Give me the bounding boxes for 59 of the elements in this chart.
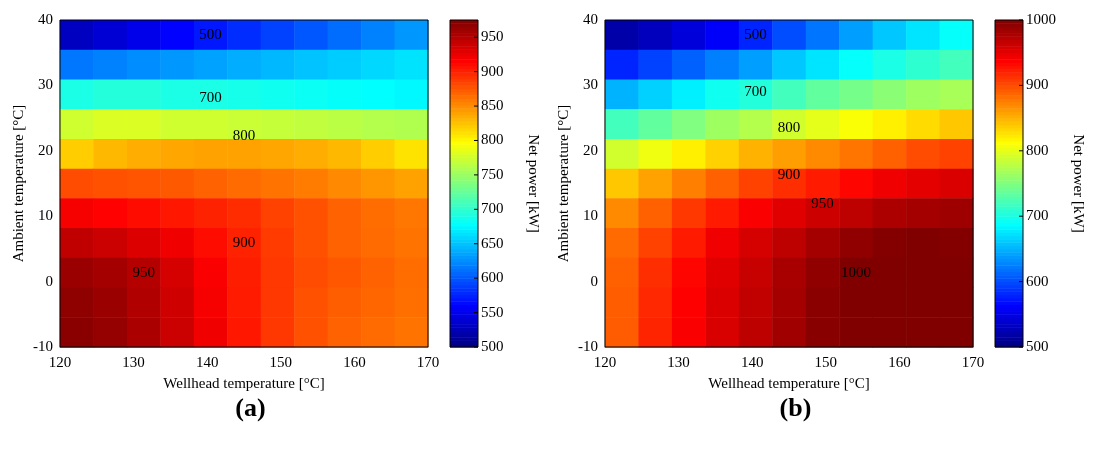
x-tick-label: 150 — [814, 353, 838, 370]
color-bar-label: 800 — [1026, 141, 1049, 158]
annotation: 900 — [232, 233, 256, 250]
color-bar-label: 500 — [481, 337, 504, 354]
y-tick-label: 30 — [583, 76, 598, 93]
x-tick-label: 120 — [593, 353, 617, 370]
annotation: 800 — [777, 119, 801, 136]
color-bar-title: Net power [kW] — [526, 134, 543, 233]
color-bar-label: 850 — [481, 96, 504, 113]
color-bar-label: 700 — [481, 200, 504, 217]
x-tick-label: 160 — [343, 353, 366, 370]
color-bar-label: 900 — [1026, 76, 1049, 93]
x-tick-label: 160 — [888, 353, 911, 370]
color-bar-label: 900 — [481, 62, 504, 79]
y-tick-label: 20 — [583, 141, 598, 158]
y-tick-label: 30 — [38, 76, 53, 93]
annotation: 500 — [744, 25, 767, 42]
color-bar-label: 600 — [1026, 272, 1049, 289]
color-bar-label: 500 — [1026, 337, 1049, 354]
color-bar-label: 950 — [481, 28, 504, 45]
x-tick-label: 130 — [667, 353, 690, 370]
y-tick-label: 0 — [590, 272, 598, 289]
color-bar-label: 700 — [1026, 207, 1049, 224]
y-tick-label: 10 — [38, 207, 53, 224]
x-tick-label: 130 — [122, 353, 145, 370]
color-bar-title: Net power [kW] — [1071, 134, 1088, 233]
x-tick-label: 120 — [48, 353, 72, 370]
text: (a) — [234, 393, 267, 423]
color-bar-label: 750 — [481, 165, 504, 182]
x-tick-label: 170 — [961, 353, 985, 370]
x-tick-label: 150 — [269, 353, 293, 370]
color-bar-label: 650 — [481, 234, 504, 251]
y-tick-label: 0 — [45, 272, 53, 289]
y-tick-label: 10 — [583, 207, 598, 224]
y-tick-label: 20 — [38, 141, 53, 158]
x-axis-title: Wellhead temperature [°C] — [708, 374, 870, 391]
annotation: 800 — [232, 127, 256, 144]
annotation: 700 — [744, 82, 767, 99]
annotation: 950 — [132, 263, 155, 280]
x-axis-title: Wellhead temperature [°C] — [163, 374, 325, 391]
y-axis-title: Ambient temperature [°C] — [554, 104, 571, 263]
annotation: 500 — [199, 25, 222, 42]
text: (b) — [778, 393, 813, 423]
color-bar-label: 550 — [481, 303, 504, 320]
y-tick-label: 40 — [38, 10, 53, 27]
y-axis-title: Ambient temperature [°C] — [9, 104, 26, 263]
annotation: 900 — [777, 166, 801, 183]
annotation: 1000 — [840, 263, 871, 280]
annotation: 700 — [199, 88, 222, 105]
annotation: 950 — [811, 194, 834, 211]
color-bar-label: 800 — [481, 131, 504, 148]
y-tick-label: -10 — [33, 337, 53, 354]
y-tick-label: -10 — [578, 337, 598, 354]
color-bar-label: 1000 — [1026, 10, 1056, 27]
x-tick-label: 140 — [740, 353, 764, 370]
x-tick-label: 170 — [416, 353, 440, 370]
y-tick-label: 40 — [583, 10, 598, 27]
color-bar-label: 600 — [481, 269, 504, 286]
x-tick-label: 140 — [195, 353, 219, 370]
